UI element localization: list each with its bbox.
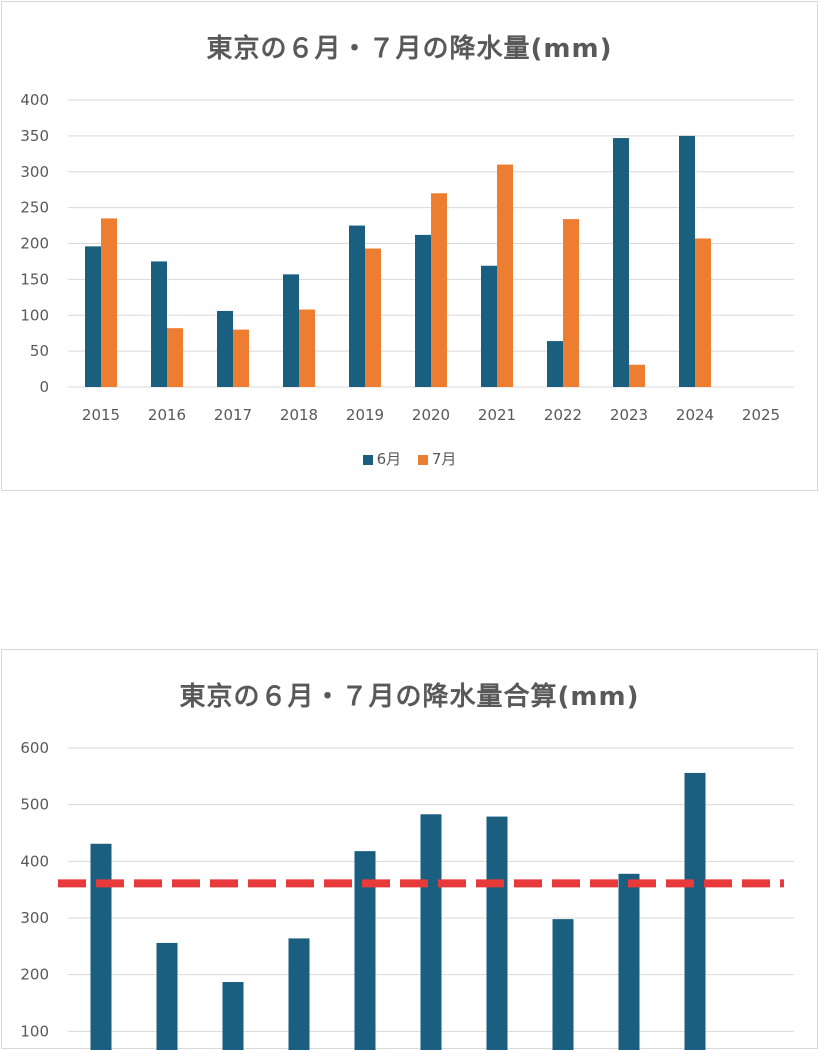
bar-2019-1	[354, 851, 376, 1050]
x-tick-label: 2018	[280, 406, 318, 424]
chart-plot: 100 200 300 400 500 600	[20, 739, 794, 1050]
rainfall-total-bar-chart: 東京の６月・７月の降水量合算(mm) 100 200 300 400 500 600	[1, 649, 818, 1050]
y-tick-label: 200	[20, 966, 49, 984]
legend-label-june: 6月	[376, 450, 402, 468]
bar-2018-1	[283, 274, 299, 387]
legend-swatch-june	[362, 454, 373, 465]
x-tick-label: 2025	[742, 406, 780, 424]
y-tick-label: 100	[20, 306, 49, 324]
bar-2017-2	[233, 329, 249, 387]
bar-2016-2	[167, 328, 183, 387]
bar-2016-1	[156, 942, 178, 1050]
chart-title: 東京の６月・７月の降水量(mm)	[206, 34, 613, 64]
chart-legend: 6月 7月	[2, 448, 817, 469]
bar-2018-2	[299, 309, 315, 387]
bar-2024-1	[679, 135, 695, 387]
legend-item-june: 6月	[362, 448, 402, 469]
x-tick-label: 2021	[478, 406, 516, 424]
x-tick-label: 2022	[544, 406, 582, 424]
legend-item-july: 7月	[417, 448, 457, 469]
y-tick-label: 400	[20, 852, 49, 870]
x-tick-label: 2017	[214, 406, 252, 424]
y-tick-label: 500	[20, 796, 49, 814]
rainfall-bar-chart: 東京の６月・７月の降水量(mm) 0 50 100 150 200 250 300 350 40…	[1, 1, 818, 491]
legend-swatch-july	[417, 454, 428, 465]
bar-2021-1	[486, 816, 508, 1050]
bar-2022-2	[563, 219, 579, 387]
y-tick-label: 300	[20, 909, 49, 927]
x-tick-label: 2015	[82, 406, 120, 424]
legend-label-july: 7月	[431, 450, 457, 468]
x-tick-label: 2024	[676, 406, 714, 424]
y-tick-label: 600	[20, 739, 49, 757]
bar-2021-1	[481, 265, 497, 387]
y-tick-label: 200	[20, 235, 49, 253]
bar-2018-1	[288, 938, 310, 1050]
bar-2019-2	[365, 248, 381, 387]
y-tick-label: 350	[20, 127, 49, 145]
y-tick-label: 250	[20, 199, 49, 217]
bar-2017-1	[222, 982, 244, 1050]
x-tick-label: 2019	[346, 406, 384, 424]
bar-2016-1	[151, 261, 167, 387]
bar-2024-2	[695, 238, 711, 387]
x-tick-label: 2020	[412, 406, 450, 424]
chart-plot: 0 50 100 150 200 250 300 350 400 2015 2016 2017 2018…	[20, 91, 794, 424]
bar-2022-1	[552, 919, 574, 1050]
y-tick-label: 400	[20, 91, 49, 109]
bar-2019-1	[349, 225, 365, 387]
bar-2024-1	[684, 772, 706, 1050]
bar-2015-2	[101, 218, 117, 387]
bar-2020-1	[415, 234, 431, 387]
bar-2017-1	[217, 310, 233, 387]
bar-2015-1	[85, 246, 101, 387]
x-tick-label: 2016	[148, 406, 186, 424]
bar-2015-1	[90, 843, 112, 1050]
y-tick-label: 150	[20, 270, 49, 288]
chart-title: 東京の６月・７月の降水量合算(mm)	[179, 682, 640, 712]
bar-2020-1	[420, 814, 442, 1050]
bar-2023-1	[618, 873, 640, 1050]
y-tick-label: 50	[30, 342, 49, 360]
bar-2021-2	[497, 164, 513, 387]
y-tick-label: 100	[20, 1022, 49, 1040]
y-tick-label: 300	[20, 163, 49, 181]
y-tick-label: 0	[39, 378, 49, 396]
bar-2023-2	[629, 364, 645, 387]
bar-2022-1	[547, 341, 563, 387]
x-tick-label: 2023	[610, 406, 648, 424]
bar-2020-2	[431, 193, 447, 387]
bar-2023-1	[613, 138, 629, 387]
